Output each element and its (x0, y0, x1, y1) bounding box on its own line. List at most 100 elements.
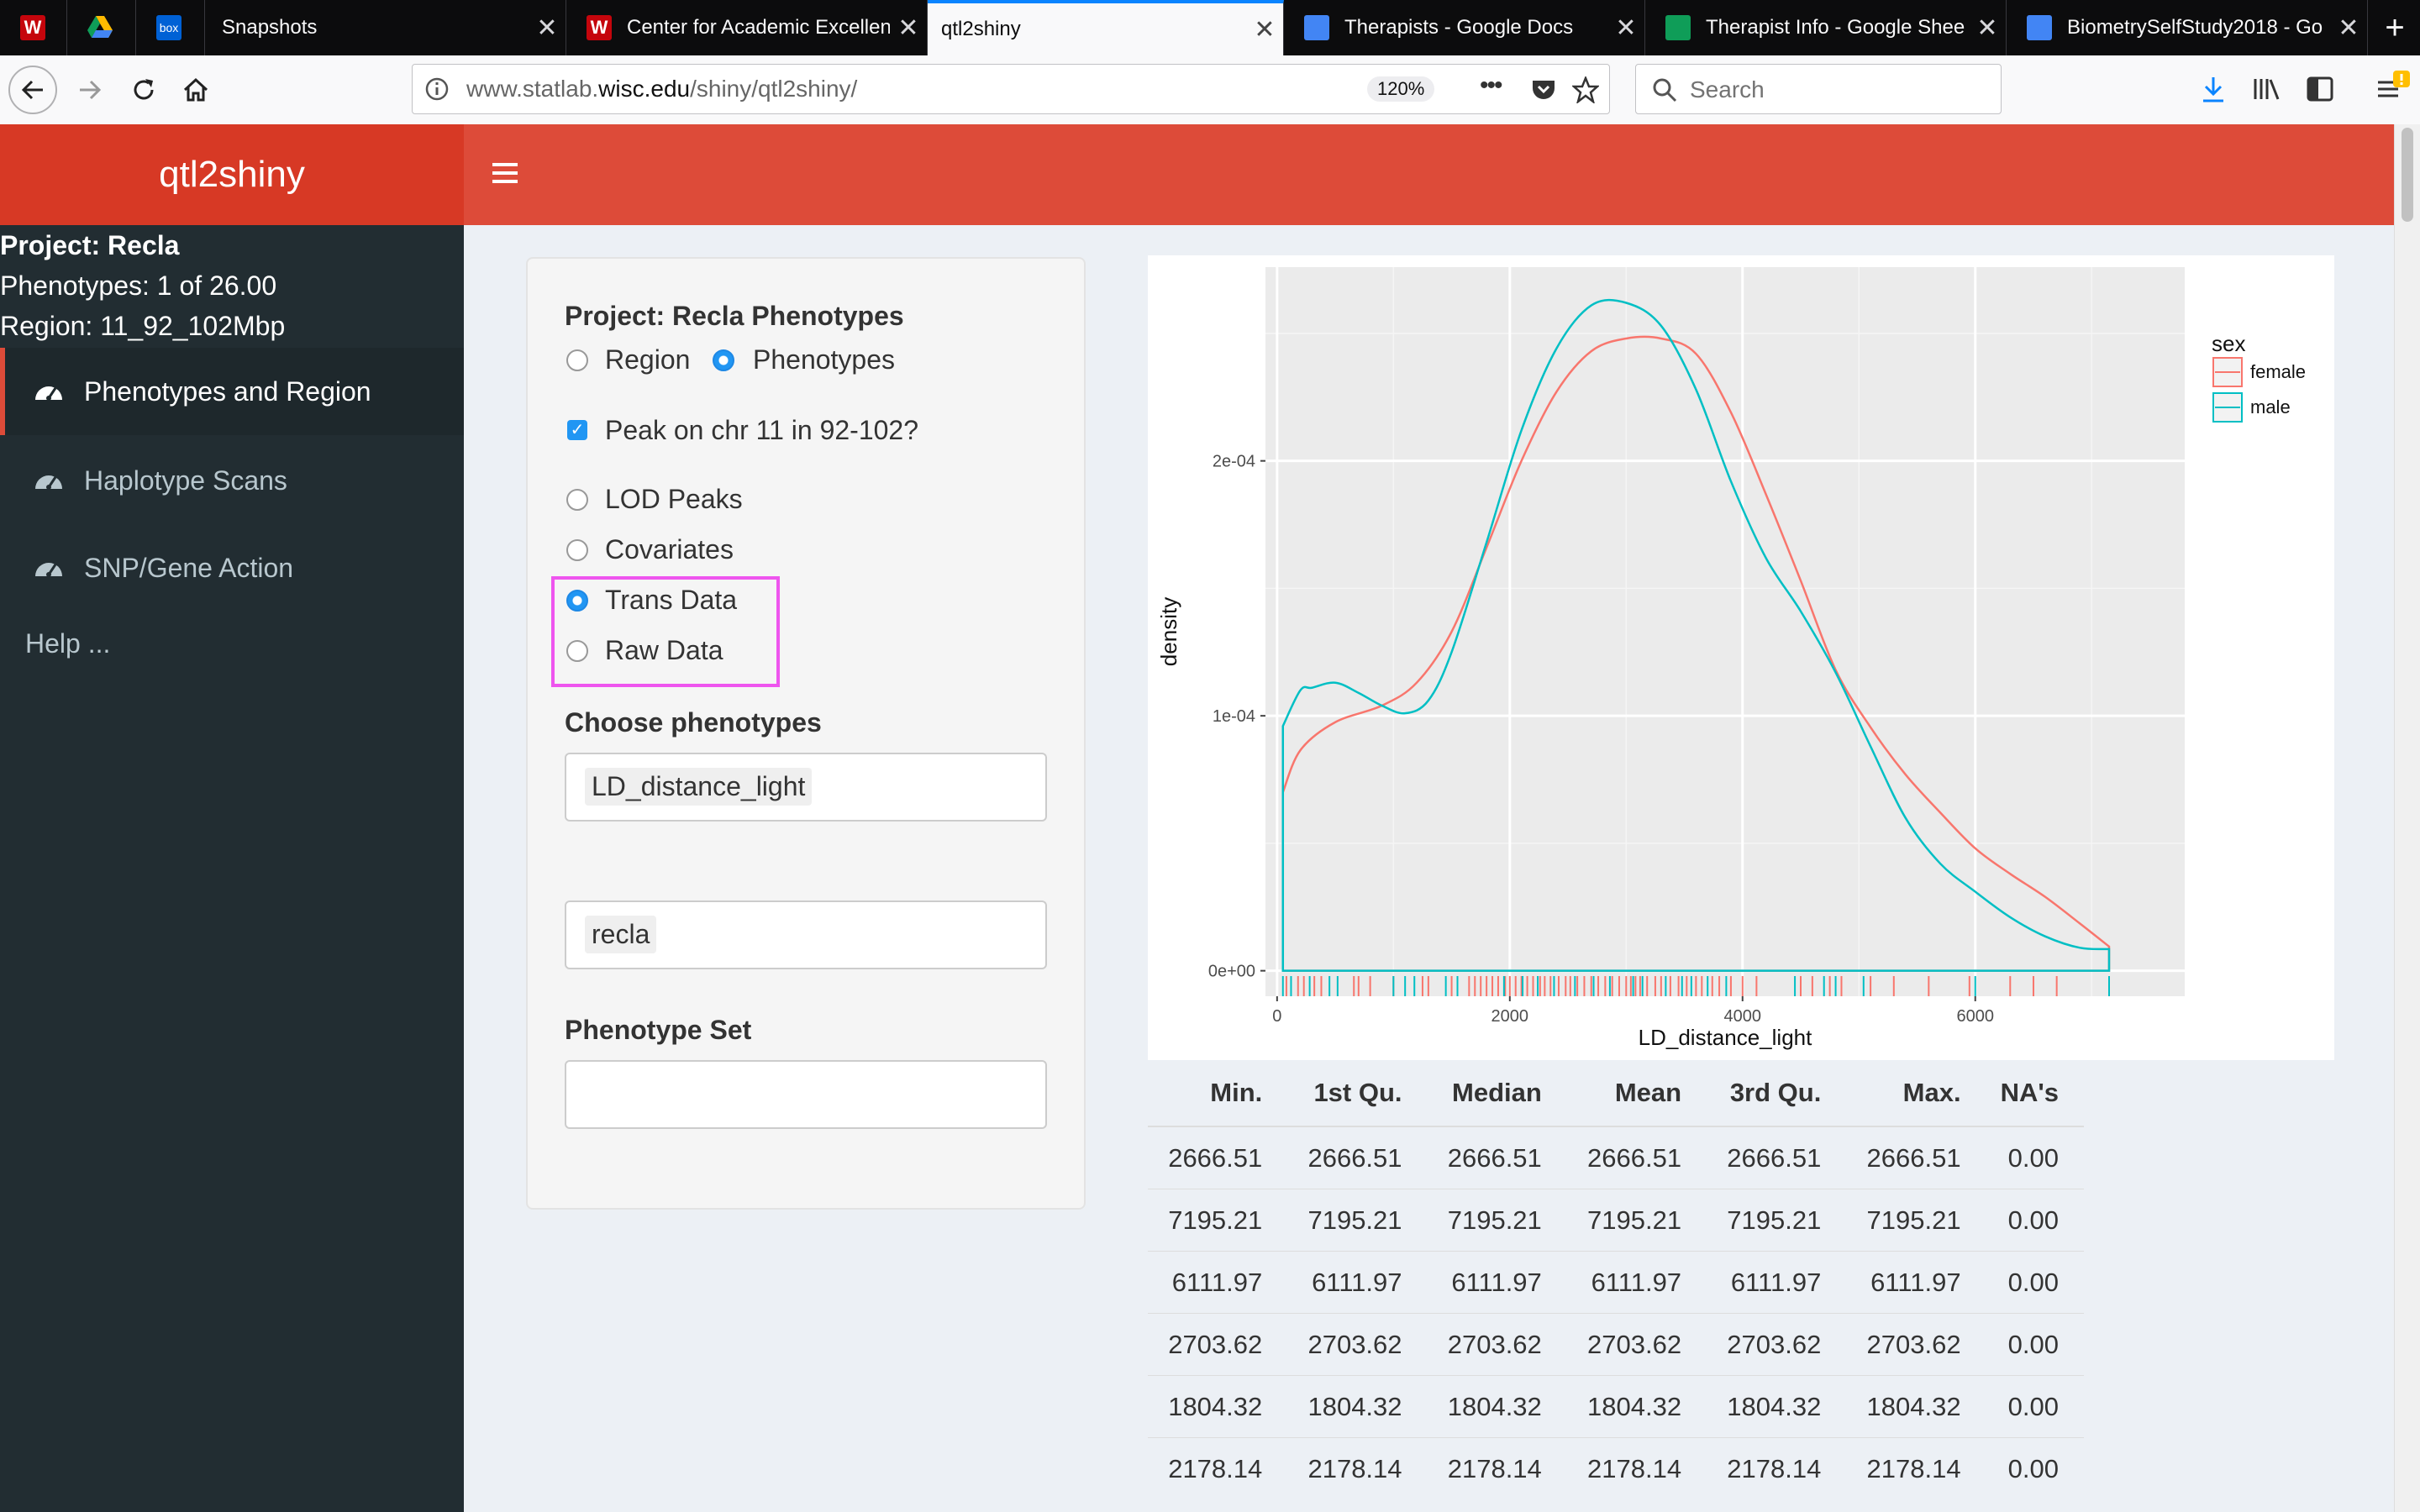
table-cell: 2666.51 (1846, 1126, 1986, 1189)
table-cell: 2703.62 (1287, 1313, 1428, 1376)
density-curve-female (1281, 335, 2111, 972)
sidebar-project: Project: Recla (0, 230, 180, 260)
peak-checkbox[interactable]: ✓ (567, 420, 587, 440)
home-icon (183, 77, 208, 102)
column-header[interactable]: Mean (1566, 1060, 1707, 1127)
library-icon[interactable] (2252, 76, 2282, 102)
table-cell: 1804.32 (1566, 1375, 1707, 1438)
peak-checkbox-label[interactable]: Peak on chr 11 in 92-102? (605, 415, 918, 445)
browser-tab-bar: W box Snapshots ✕ W Center for Academic … (0, 0, 2420, 55)
tab-snapshots[interactable]: Snapshots ✕ (205, 0, 566, 55)
tab-therapists-docs[interactable]: Therapists - Google Docs ✕ (1284, 0, 1645, 55)
arrow-right-icon (80, 80, 102, 100)
radio-raw-data[interactable] (566, 640, 588, 662)
sidebar-phenotypes-count: Phenotypes: 1 of 26.00 (0, 270, 277, 301)
dataset-select[interactable]: recla (565, 900, 1047, 969)
radio-trans-data-label[interactable]: Trans Data (605, 585, 738, 615)
forward-button[interactable] (66, 66, 114, 114)
phenotype-set-input[interactable] (565, 1060, 1047, 1129)
radio-phenotypes-label[interactable]: Phenotypes (753, 344, 896, 375)
dataset-chip[interactable]: recla (585, 916, 657, 953)
tab-google-drive[interactable] (67, 0, 136, 55)
close-tab-icon[interactable]: ✕ (897, 13, 919, 42)
sidebar-item-phenotypes-region[interactable]: Phenotypes and Region (0, 348, 464, 435)
radio-lod-peaks[interactable] (566, 489, 588, 511)
back-button[interactable] (8, 66, 57, 114)
radio-trans-data[interactable] (566, 590, 588, 612)
table-cell: 7195.21 (1566, 1189, 1707, 1252)
home-button[interactable] (171, 66, 220, 114)
tab-center-academic[interactable]: W Center for Academic Excellen ✕ (566, 0, 928, 55)
radio-region-label[interactable]: Region (605, 344, 691, 375)
radio-phenotypes[interactable] (713, 349, 734, 371)
phenotype-select[interactable]: LD_distance_light (565, 753, 1047, 822)
phenotype-settings-panel (526, 257, 1086, 1210)
x-tick-label: 4000 (1724, 1007, 1762, 1026)
column-header[interactable]: NA's (1986, 1060, 2084, 1127)
table-cell: 6111.97 (1566, 1251, 1707, 1314)
close-tab-icon[interactable]: ✕ (2338, 13, 2360, 42)
hamburger-menu-icon[interactable] (492, 161, 518, 185)
tab-box[interactable]: box (136, 0, 205, 55)
tab-wisc-1[interactable]: W (0, 0, 67, 55)
density-plot-panel: 0 2000 4000 6000 0e+00 1e-04 2e-04 LD_distance_… (1148, 255, 2334, 1060)
summary-stats-table: Min. 1st Qu. Median Mean 3rd Qu. Max. NA's 2666… (1148, 1060, 2084, 1499)
bookmark-star-icon[interactable] (1572, 76, 1599, 103)
menu-update-icon[interactable] (2375, 71, 2412, 104)
search-input[interactable]: Search (1690, 76, 1765, 102)
table-cell: 2666.51 (1707, 1126, 1847, 1189)
sidebar-toggle-icon[interactable] (2306, 76, 2334, 102)
tab-therapist-info-sheets[interactable]: Therapist Info - Google Shee ✕ (1645, 0, 2007, 55)
close-tab-icon[interactable]: ✕ (1254, 15, 1276, 44)
table-cell: 2666.51 (1287, 1126, 1428, 1189)
sidebar-item-haplotype-scans[interactable]: Haplotype Scans (0, 437, 464, 524)
table-cell: 6111.97 (1707, 1251, 1847, 1314)
sidebar-item-snp-gene-action[interactable]: SNP/Gene Action (0, 524, 464, 612)
tab-qtl2shiny[interactable]: qtl2shiny ✕ (928, 0, 1284, 55)
table-cell: 1804.32 (1287, 1375, 1428, 1438)
column-header[interactable]: Median (1427, 1060, 1567, 1127)
radio-covariates-label[interactable]: Covariates (605, 534, 734, 564)
tab-biometry-docs[interactable]: BiometrySelfStudy2018 - Go ✕ (2007, 0, 2368, 55)
search-bar[interactable]: Search (1635, 64, 2002, 114)
info-icon[interactable] (424, 76, 450, 102)
wisc-w-icon: W (20, 15, 45, 40)
y-tick-label: 0e+00 (1208, 963, 1255, 981)
table-cell: 6111.97 (1287, 1251, 1428, 1314)
column-header[interactable]: Min. (1148, 1060, 1288, 1127)
column-header[interactable]: 1st Qu. (1287, 1060, 1428, 1127)
google-docs-icon (1304, 15, 1329, 40)
app-logo[interactable]: qtl2shiny (0, 124, 464, 225)
new-tab-button[interactable]: + (2385, 8, 2405, 46)
radio-covariates[interactable] (566, 539, 588, 561)
url-bar[interactable]: www.statlab.wisc.edu/shiny/qtl2shiny/ 12… (412, 64, 1610, 114)
table-row: 2178.14 2178.14 2178.14 2178.14 2178.14 2178.… (1148, 1437, 2084, 1499)
google-sheets-icon (1665, 15, 1691, 40)
radio-region[interactable] (566, 349, 588, 371)
legend-title: sex (2212, 331, 2245, 356)
column-header[interactable]: 3rd Qu. (1707, 1060, 1847, 1127)
tab-title: Therapists - Google Docs (1344, 16, 1574, 39)
dashboard-icon (35, 386, 62, 401)
table-cell: 7195.21 (1707, 1189, 1847, 1252)
url-text[interactable]: www.statlab.wisc.edu/shiny/qtl2shiny/ (466, 76, 858, 102)
zoom-level-badge[interactable]: 120% (1367, 76, 1435, 102)
reload-button[interactable] (119, 66, 168, 114)
column-header[interactable]: Max. (1846, 1060, 1986, 1127)
page-scrollbar[interactable] (2394, 124, 2420, 1512)
sidebar-item-label: Phenotypes and Region (84, 375, 371, 407)
sidebar-help-link[interactable]: Help ... (25, 628, 111, 659)
close-tab-icon[interactable]: ✕ (536, 13, 558, 42)
phenotype-chip[interactable]: LD_distance_light (585, 768, 813, 806)
download-icon[interactable] (2200, 76, 2227, 104)
close-tab-icon[interactable]: ✕ (1615, 13, 1637, 42)
app-header (464, 124, 2395, 225)
radio-lod-peaks-label[interactable]: LOD Peaks (605, 484, 743, 514)
scrollbar-thumb[interactable] (2402, 128, 2413, 222)
close-tab-icon[interactable]: ✕ (1976, 13, 1998, 42)
page-actions-icon[interactable]: ••• (1480, 71, 1502, 99)
radio-raw-data-label[interactable]: Raw Data (605, 635, 723, 665)
pocket-icon[interactable] (1530, 76, 1557, 103)
table-cell: 2666.51 (1148, 1126, 1288, 1189)
